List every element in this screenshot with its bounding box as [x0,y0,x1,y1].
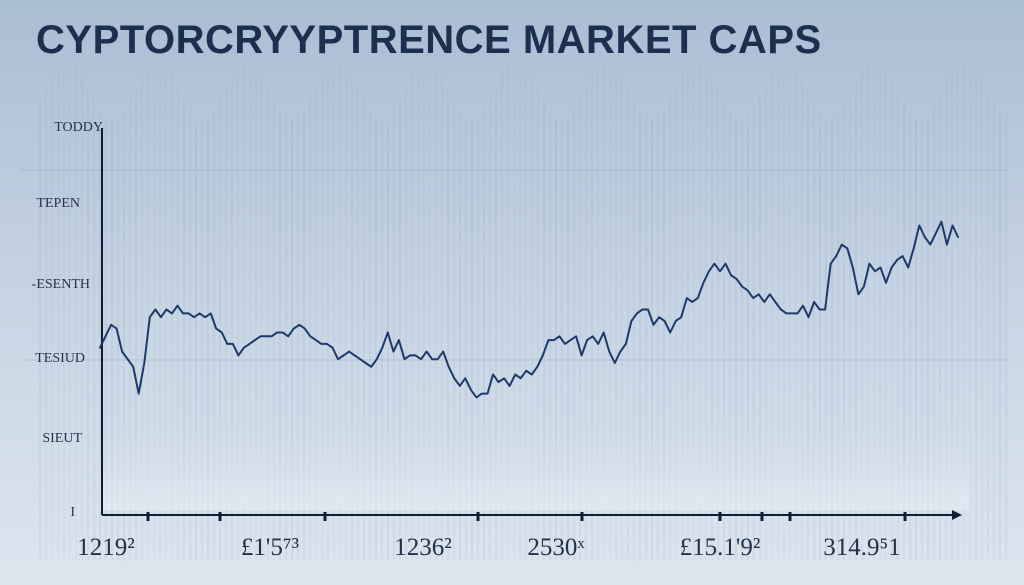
x-tick-label: 1219² [77,534,135,561]
axes [101,128,962,520]
y-tick-label: -ESENTH [31,277,90,292]
y-tick-label: TODDY [54,120,103,135]
x-tick-label: £15.1'9² [679,534,761,561]
series-layer [99,220,959,399]
x-axis-arrow [952,510,962,520]
y-tick-label: TEPEN [36,196,80,211]
x-tick-label: 314.9⁵1 [823,534,901,561]
x-tick-label: 2530ˣ [527,534,585,561]
x-tick-label: 1236² [394,534,452,561]
series-line [99,220,959,399]
y-tick-label: I [70,505,75,520]
y-tick-label: TESIUD [35,351,85,366]
y-tick-label: SIEUT [42,431,82,446]
x-tick-label: £1'5⁷³ [240,534,300,561]
chart-title: CYPTORCRYYPTRENCE MARKET CAPS [36,18,822,62]
plot-fade [100,400,970,510]
x-tick-marks [146,512,907,521]
